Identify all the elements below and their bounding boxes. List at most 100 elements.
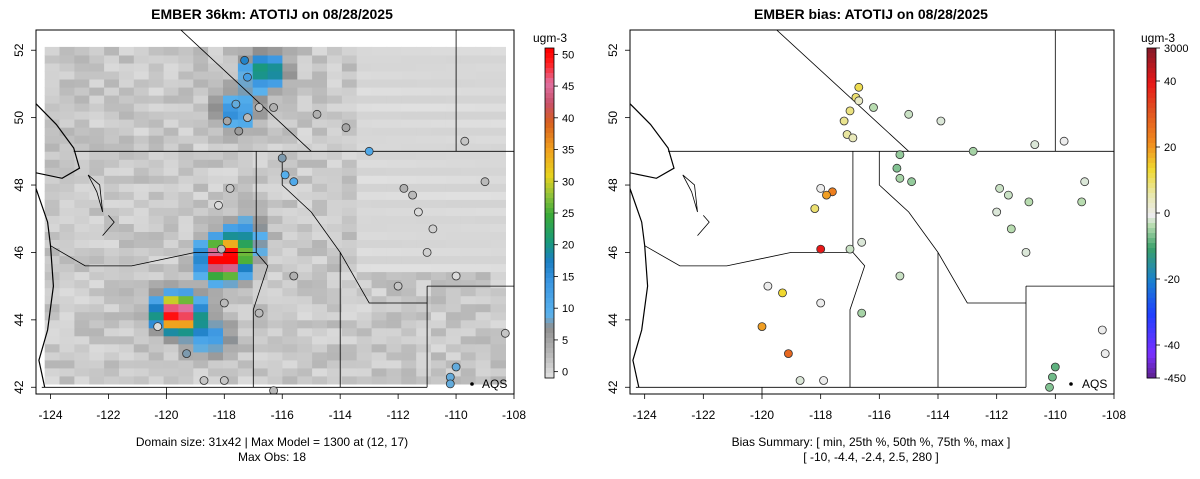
grid-cell-600 bbox=[208, 223, 224, 232]
grid-cell-890 bbox=[371, 151, 388, 160]
grid-cell-254 bbox=[133, 311, 150, 321]
grid-cell-217 bbox=[44, 319, 61, 329]
grid-cell-179 bbox=[401, 335, 417, 345]
grid-cell-649 bbox=[475, 215, 492, 224]
right-colorbar-swatch-13 bbox=[1147, 113, 1156, 119]
grid-cell-1017 bbox=[416, 119, 432, 128]
grid-cell-1124 bbox=[163, 87, 180, 96]
grid-cell-125 bbox=[59, 343, 75, 353]
grid-cell-1200 bbox=[371, 70, 388, 80]
grid-cell-255 bbox=[148, 311, 165, 321]
grid-cell-78 bbox=[282, 359, 298, 369]
left-colorbar-swatch-48 bbox=[545, 288, 554, 294]
grid-cell-1258 bbox=[312, 54, 328, 64]
grid-cell-452 bbox=[312, 263, 328, 273]
grid-cell-835 bbox=[475, 167, 492, 176]
left-site-9 bbox=[341, 123, 351, 133]
grid-cell-1159 bbox=[223, 79, 239, 88]
grid-cell-380 bbox=[163, 279, 180, 289]
grid-cell-354 bbox=[237, 287, 254, 297]
grid-cell-1059 bbox=[119, 103, 135, 112]
grid-cell-645 bbox=[416, 215, 432, 224]
right-site-31 bbox=[995, 183, 1004, 193]
grid-cell-295 bbox=[282, 303, 298, 313]
right-colorbar-swatch-50 bbox=[1147, 298, 1156, 304]
grid-cell-1245 bbox=[119, 54, 135, 64]
grid-cell-119 bbox=[431, 351, 447, 361]
left-colorbar-tick-label-9: 45 bbox=[562, 81, 574, 93]
grid-cell-213 bbox=[445, 327, 462, 337]
grid-cell-731 bbox=[312, 191, 328, 200]
grid-cell-526 bbox=[490, 247, 506, 257]
grid-cell-169 bbox=[252, 335, 269, 345]
grid-cell-667 bbox=[282, 207, 298, 216]
grid-cell-908 bbox=[178, 143, 194, 152]
grid-cell-512 bbox=[282, 247, 298, 257]
left-colorbar-swatch-50 bbox=[545, 298, 554, 304]
grid-cell-849 bbox=[223, 159, 239, 168]
grid-cell-746 bbox=[74, 183, 90, 192]
grid-cell-534 bbox=[148, 239, 165, 248]
left-colorbar-swatch-42 bbox=[545, 258, 554, 264]
grid-cell-905 bbox=[133, 143, 150, 152]
grid-cell-183 bbox=[460, 335, 477, 345]
grid-cell-366 bbox=[416, 287, 432, 297]
grid-cell-727 bbox=[252, 191, 269, 200]
right-panel-bias-map: EMBER bias: ATOTIJ on 08/28/2025 -124 -12… bbox=[606, 6, 1188, 464]
grid-cell-1181 bbox=[89, 70, 105, 80]
grid-cell-1178 bbox=[44, 70, 61, 80]
left-colorbar-swatch-60 bbox=[545, 348, 554, 354]
right-site-7 bbox=[869, 103, 878, 112]
grid-cell-820 bbox=[252, 167, 269, 176]
grid-cell-680 bbox=[475, 207, 492, 216]
grid-cell-390 bbox=[312, 279, 328, 289]
grid-cell-747 bbox=[89, 183, 105, 192]
grid-cell-1125 bbox=[178, 87, 194, 96]
right-site-12 bbox=[895, 173, 905, 183]
grid-cell-214 bbox=[460, 327, 477, 337]
grid-cell-631 bbox=[208, 215, 224, 224]
left-colorbar-swatch-62 bbox=[545, 358, 554, 364]
grid-cell-519 bbox=[386, 247, 402, 257]
grid-cell-1172 bbox=[416, 79, 432, 88]
grid-cell-293 bbox=[252, 303, 269, 313]
left-site-27 bbox=[413, 207, 423, 217]
grid-cell-74 bbox=[223, 359, 239, 369]
grid-cell-312 bbox=[74, 295, 90, 305]
grid-cell-167 bbox=[223, 335, 239, 345]
grid-cell-1241 bbox=[59, 54, 75, 64]
left-colorbar-tick-label-5: 25 bbox=[562, 208, 574, 220]
right-x-tick-label-7: -110 bbox=[1044, 408, 1067, 422]
right-colorbar-swatch-23 bbox=[1147, 163, 1156, 169]
left-colorbar-swatch-6 bbox=[545, 78, 554, 84]
left-colorbar-swatch-56 bbox=[545, 328, 554, 334]
grid-cell-432 bbox=[475, 271, 492, 281]
grid-cell-8 bbox=[163, 375, 180, 385]
grid-cell-711 bbox=[475, 199, 492, 208]
grid-cell-219 bbox=[74, 319, 90, 329]
right-site-11 bbox=[892, 163, 902, 173]
grid-cell-48 bbox=[297, 367, 313, 377]
grid-cell-311 bbox=[59, 295, 75, 305]
grid-cell-932 bbox=[74, 135, 90, 144]
grid-cell-431 bbox=[460, 271, 477, 281]
left-colorbar-swatch-26 bbox=[545, 178, 554, 184]
grid-cell-663 bbox=[223, 207, 239, 216]
right-colorbar-swatch-24 bbox=[1147, 168, 1156, 174]
left-map-boundaries bbox=[36, 30, 514, 394]
grid-cell-866 bbox=[475, 159, 492, 168]
grid-cell-1130 bbox=[252, 87, 269, 96]
grid-cell-401 bbox=[475, 279, 492, 289]
grid-cell-34 bbox=[89, 367, 105, 377]
grid-cell-810 bbox=[104, 167, 120, 176]
grid-cell-910 bbox=[208, 143, 224, 152]
left-border-1 bbox=[50, 245, 257, 267]
grid-cell-584 bbox=[431, 231, 447, 240]
left-site-1 bbox=[243, 72, 252, 82]
grid-cell-1006 bbox=[252, 119, 269, 128]
grid-cell-462 bbox=[460, 263, 477, 273]
grid-cell-0 bbox=[44, 375, 61, 385]
grid-cell-280 bbox=[59, 303, 75, 313]
left-colorbar-tick-label-1: 5 bbox=[562, 335, 568, 347]
